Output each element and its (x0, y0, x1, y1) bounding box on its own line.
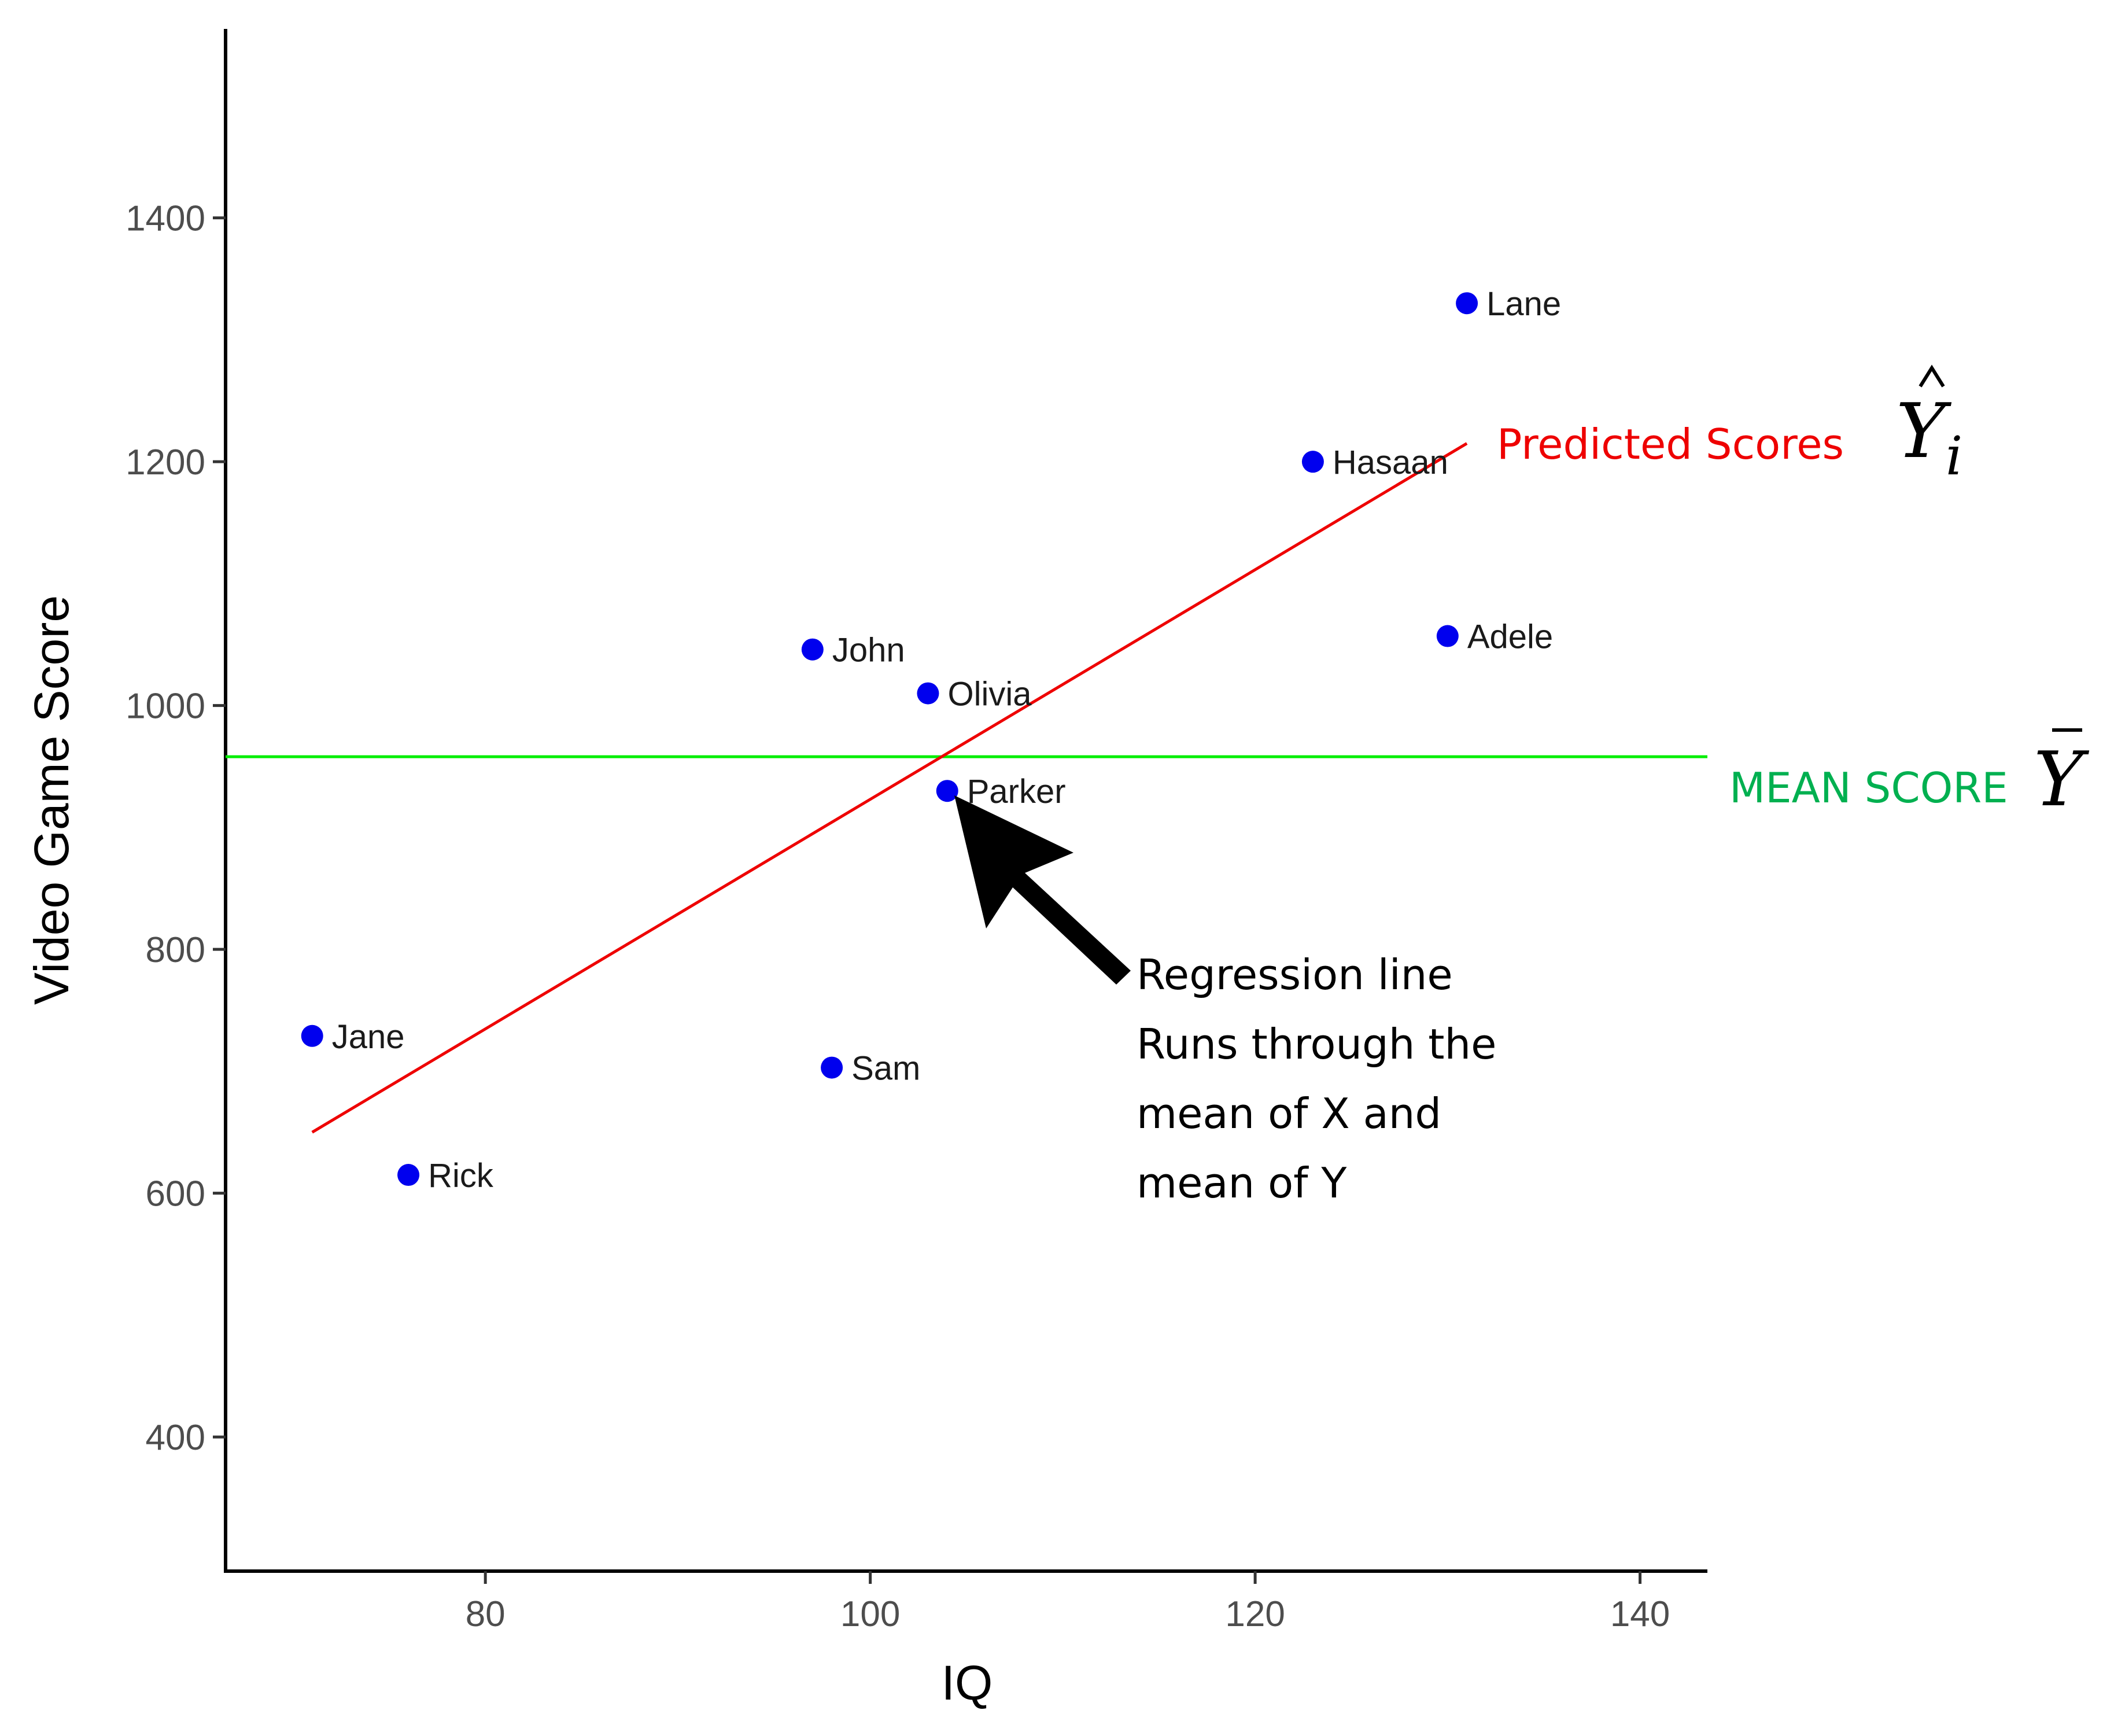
x-ticks: 80 100 120 140 (466, 1571, 1670, 1634)
point-label: Adele (1467, 618, 1553, 656)
data-point (397, 1164, 420, 1186)
point-label: Parker (967, 773, 1066, 810)
data-point (821, 1056, 843, 1079)
data-point (917, 682, 939, 705)
data-point (1301, 451, 1324, 473)
y-bar-symbol: Y (2034, 735, 2090, 823)
y-hat-symbol: Yi (1896, 387, 1962, 487)
point-label: John (832, 632, 905, 669)
x-tick-label: 100 (840, 1594, 900, 1634)
mean-score-label: MEAN SCORE (1729, 764, 2008, 812)
arrow-icon (954, 795, 1131, 985)
x-axis-title: IQ (942, 1656, 993, 1710)
data-point (936, 780, 958, 802)
regression-line (311, 442, 1468, 1134)
y-tick-label: 1400 (126, 199, 205, 239)
regression-annotation-text: Regression line Runs through the mean of… (1137, 950, 1510, 1207)
x-tick-label: 120 (1225, 1594, 1285, 1634)
data-points: Lane Hasaan Adele John Olivia Parker Jane Sam Ri… (301, 285, 1561, 1195)
axes (224, 29, 1707, 1573)
mean-annotation: MEAN SCORE Y (1729, 728, 2090, 823)
data-point (801, 638, 824, 661)
x-tick-label: 80 (466, 1594, 506, 1634)
y-axis-title: Video Game Score (24, 595, 79, 1005)
hat-icon (1919, 364, 1945, 388)
data-point (1456, 292, 1478, 315)
point-label: Hasaan (1333, 444, 1448, 481)
subscript-i: i (1946, 425, 1962, 487)
point-label: Jane (332, 1018, 405, 1056)
y-tick-label: 800 (146, 930, 205, 970)
data-point (1436, 625, 1459, 647)
predicted-scores-label: Predicted Scores (1497, 420, 1844, 469)
data-point (301, 1024, 323, 1047)
y-tick-label: 400 (146, 1418, 205, 1458)
y-ticks: 400 600 800 1000 1200 1400 (126, 199, 226, 1458)
y-tick-label: 600 (146, 1174, 205, 1214)
point-label: Lane (1486, 285, 1561, 323)
predicted-annotation: Predicted Scores Yi (1497, 364, 1962, 487)
y-tick-label: 1200 (126, 443, 205, 482)
point-label: Olivia (947, 676, 1032, 713)
point-label: Rick (428, 1157, 494, 1195)
y-tick-label: 1000 (126, 687, 205, 727)
x-tick-label: 140 (1610, 1594, 1670, 1634)
point-label: Sam (851, 1050, 920, 1088)
regression-annotation: Regression line Runs through the mean of… (954, 795, 1510, 1207)
